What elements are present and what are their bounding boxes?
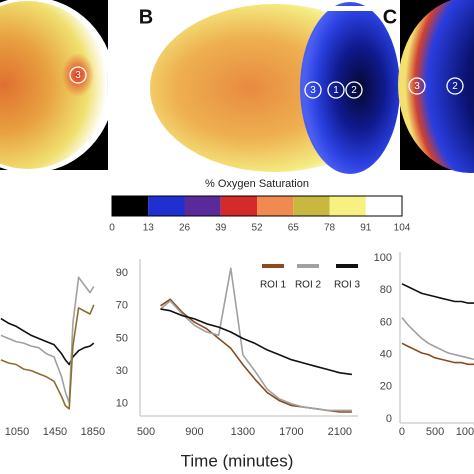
panel-label: C <box>383 6 397 28</box>
series-line <box>401 317 474 361</box>
roi-marker <box>304 81 322 99</box>
y-tick-label: 50 <box>116 332 128 344</box>
series-line <box>0 276 95 404</box>
x-tick-label: 0 <box>399 426 405 438</box>
y-tick-label: 30 <box>116 365 128 377</box>
panel-c <box>398 0 474 173</box>
roi-marker <box>327 81 345 99</box>
roi-marker <box>408 77 426 95</box>
roi-label: 1 <box>333 85 339 96</box>
x-tick-label: 1700 <box>279 426 303 438</box>
colorbar-tick-label: 13 <box>143 223 155 234</box>
y-tick-label: 100 <box>374 252 392 264</box>
colorbar-tick-label: 52 <box>251 223 263 234</box>
colorbar-tick-label: 104 <box>394 223 411 234</box>
roi-label: 2 <box>351 85 357 96</box>
colorbar-segment <box>329 196 366 216</box>
colorbar-tick-label: 39 <box>215 223 227 234</box>
x-axis-title: Time (minutes) <box>181 451 294 470</box>
roi-label: 3 <box>414 81 420 92</box>
x-tick-label: 2100 <box>328 426 352 438</box>
panel-b <box>150 0 400 174</box>
series-line <box>160 308 353 376</box>
y-tick-label: 40 <box>380 349 392 361</box>
roi-marker <box>446 77 464 95</box>
colorbar-segment <box>365 196 402 216</box>
x-tick-label: 1850 <box>81 426 105 438</box>
colorbar-title: % Oxygen Saturation <box>205 178 309 190</box>
y-tick-label: 70 <box>116 300 128 312</box>
roi-label: 3 <box>75 70 81 81</box>
panel-a <box>0 0 115 173</box>
x-tick-label: 900 <box>185 426 203 438</box>
series-line <box>160 298 352 413</box>
roi-label: 3 <box>310 85 316 96</box>
colorbar-tick-label: 0 <box>109 223 115 234</box>
series-line <box>0 317 95 366</box>
colorbar-tick-label: 91 <box>360 223 372 234</box>
y-tick-label: 20 <box>380 381 392 393</box>
x-tick-label: 1300 <box>231 426 255 438</box>
colorbar-tick-label: 65 <box>288 223 300 234</box>
panel-label: B <box>139 6 153 28</box>
series-line <box>401 283 474 304</box>
colorbar-segment <box>112 196 149 216</box>
y-tick-label: 80 <box>380 284 392 296</box>
legend-label: ROI 3 <box>334 280 361 291</box>
x-tick-label: 500 <box>137 426 155 438</box>
y-tick-label: 10 <box>116 398 128 410</box>
colorbar-segment <box>148 196 185 216</box>
roi-marker <box>345 81 363 99</box>
y-tick-label: 60 <box>380 316 392 328</box>
series-line <box>159 267 352 412</box>
colorbar-frame <box>111 195 403 217</box>
series-line <box>401 342 474 366</box>
colorbar-tick-label: 78 <box>324 223 336 234</box>
legend-label: ROI 2 <box>295 280 322 291</box>
legend-label: ROI 1 <box>260 280 287 291</box>
colorbar-segment <box>257 196 294 216</box>
x-tick-label: 1450 <box>43 426 67 438</box>
y-tick-label: 90 <box>116 267 128 279</box>
colorbar-segment <box>184 196 221 216</box>
x-tick-label: 1050 <box>5 426 29 438</box>
roi-marker <box>69 66 87 84</box>
colorbar-segment <box>293 196 330 216</box>
roi-label: 2 <box>452 81 458 92</box>
series-line <box>0 304 95 410</box>
x-tick-label: 500 <box>426 426 444 438</box>
colorbar-tick-label: 26 <box>179 223 191 234</box>
y-tick-label: 0 <box>386 413 392 425</box>
colorbar-segment <box>220 196 257 216</box>
